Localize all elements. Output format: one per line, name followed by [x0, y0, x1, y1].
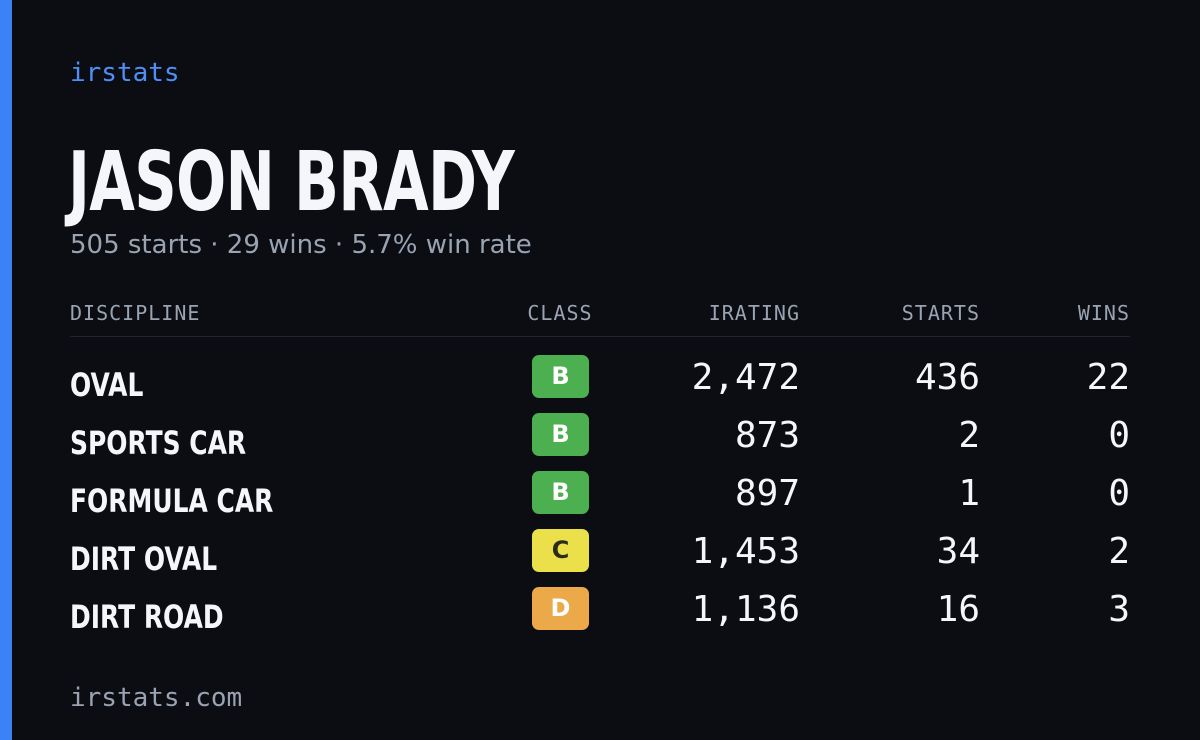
- wins-value: 22: [1086, 357, 1130, 398]
- irating-value: 1,453: [691, 531, 800, 572]
- irating-value: 1,136: [691, 589, 800, 630]
- class-badge: B: [532, 471, 589, 514]
- header-class: CLASS: [527, 301, 593, 325]
- driver-name: JASON BRADY: [68, 135, 515, 230]
- table-row: FORMULA CAR B 897 1 0: [70, 469, 1130, 527]
- starts-value: 1: [958, 473, 980, 514]
- starts-value: 2: [958, 415, 980, 456]
- header-irating: IRATING: [708, 301, 800, 325]
- stats-table: DISCIPLINE CLASS IRATING STARTS WINS OVA…: [70, 296, 1130, 643]
- table-row: OVAL B 2,472 436 22: [70, 353, 1130, 411]
- discipline-name: DIRT OVAL: [70, 540, 218, 578]
- table-row: DIRT ROAD D 1,136 16 3: [70, 585, 1130, 643]
- accent-bar: [0, 0, 12, 740]
- class-badge: B: [532, 355, 589, 398]
- starts-value: 436: [914, 357, 980, 398]
- wins-value: 0: [1108, 415, 1130, 456]
- starts-value: 34: [936, 531, 980, 572]
- table-header: DISCIPLINE CLASS IRATING STARTS WINS: [70, 296, 1130, 337]
- irating-value: 897: [734, 473, 800, 514]
- discipline-name: SPORTS CAR: [70, 424, 247, 462]
- discipline-name: OVAL: [70, 366, 144, 404]
- wins-value: 0: [1108, 473, 1130, 514]
- wins-value: 2: [1108, 531, 1130, 572]
- class-badge: C: [532, 529, 589, 572]
- table-row: DIRT OVAL C 1,453 34 2: [70, 527, 1130, 585]
- starts-value: 16: [936, 589, 980, 630]
- table-body: OVAL B 2,472 436 22 SPORTS CAR B 873 2 0…: [70, 353, 1130, 643]
- driver-summary: 505 starts · 29 wins · 5.7% win rate: [70, 230, 532, 260]
- table-row: SPORTS CAR B 873 2 0: [70, 411, 1130, 469]
- class-badge: D: [532, 587, 589, 630]
- brand-logo: irstats: [70, 58, 180, 88]
- irating-value: 873: [734, 415, 800, 456]
- wins-value: 3: [1108, 589, 1130, 630]
- header-wins: WINS: [1077, 301, 1130, 325]
- discipline-name: FORMULA CAR: [70, 482, 274, 520]
- footer-url: irstats.com: [70, 683, 243, 713]
- class-badge: B: [532, 413, 589, 456]
- header-starts: STARTS: [901, 301, 980, 325]
- irating-value: 2,472: [691, 357, 800, 398]
- header-discipline: DISCIPLINE: [70, 301, 201, 325]
- discipline-name: DIRT ROAD: [70, 598, 224, 636]
